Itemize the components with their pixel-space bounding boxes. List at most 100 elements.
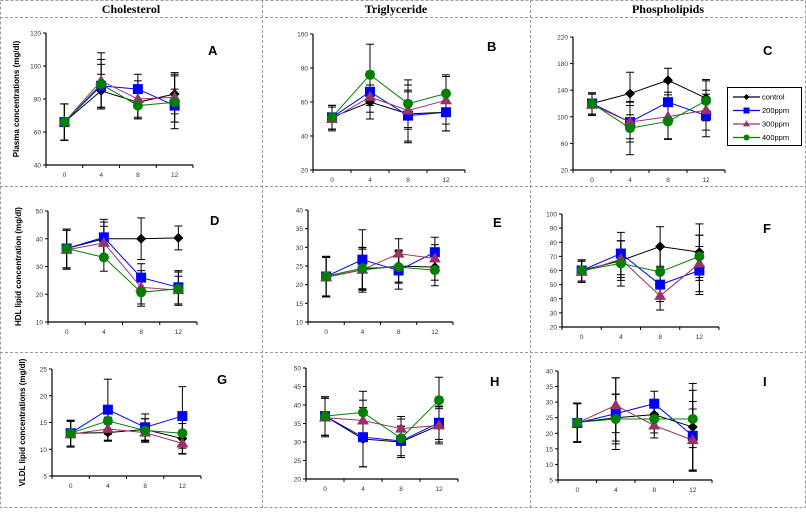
series-line-control xyxy=(577,414,693,428)
y-tick-label: 100 xyxy=(297,32,308,39)
panel-label: B xyxy=(487,39,496,54)
series-control-marker xyxy=(625,88,635,99)
series-line-400ppm xyxy=(66,247,179,293)
y-tick-label: 50 xyxy=(294,366,302,373)
series-200ppm-marker xyxy=(357,254,368,265)
series-300ppm-marker xyxy=(693,257,706,268)
x-tick-label: 12 xyxy=(435,486,443,493)
y-axis-label: VLDL lipid concentrations (mg/dl) xyxy=(18,358,27,486)
series-300ppm-marker xyxy=(395,422,407,433)
series-400ppm-marker xyxy=(358,407,368,418)
series-400ppm-marker xyxy=(576,265,587,276)
series-200ppm-marker xyxy=(663,97,673,108)
x-tick-label: 12 xyxy=(689,487,697,494)
x-tick-label: 4 xyxy=(619,334,623,341)
x-tick-label: 12 xyxy=(175,329,183,336)
x-tick-label: 12 xyxy=(179,483,187,490)
series-line-300ppm xyxy=(331,96,447,120)
y-tick-label: 50 xyxy=(550,282,558,289)
series-400ppm-marker xyxy=(169,97,180,108)
series-200ppm-marker xyxy=(701,110,711,121)
x-tick-label: 0 xyxy=(330,177,334,184)
x-tick-label: 0 xyxy=(323,486,327,493)
legend-label: 400ppm xyxy=(762,133,789,142)
series-400ppm-marker xyxy=(615,258,626,269)
y-tick-label: 30 xyxy=(550,310,558,317)
x-tick-label: 8 xyxy=(666,177,670,184)
y-tick-label: 80 xyxy=(550,240,558,247)
series-200ppm-marker xyxy=(429,247,440,258)
legend-item-400ppm: 400ppm xyxy=(733,133,789,142)
y-tick-label: 40 xyxy=(550,296,558,303)
y-tick-label: 25 xyxy=(40,367,48,374)
y-tick-label: 20 xyxy=(301,168,309,175)
y-tick-label: 120 xyxy=(30,31,41,38)
series-line-400ppm xyxy=(581,255,700,273)
series-400ppm-marker xyxy=(572,417,583,428)
series-300ppm-marker xyxy=(392,247,405,258)
series-300ppm-marker xyxy=(654,289,667,300)
panel-label: H xyxy=(490,374,499,389)
y-tick-label: 10 xyxy=(36,320,44,327)
series-line-400ppm xyxy=(64,83,175,123)
y-tick-label: 50 xyxy=(36,209,44,216)
series-400ppm-marker xyxy=(663,116,673,127)
y-tick-label: 90 xyxy=(550,226,558,233)
y-tick-label: 40 xyxy=(296,208,304,215)
y-tick-label: 20 xyxy=(546,431,554,438)
y-tick-label: 25 xyxy=(294,458,302,465)
y-tick-label: 15 xyxy=(296,301,304,308)
series-line-300ppm xyxy=(66,242,179,291)
x-tick-label: 8 xyxy=(399,486,403,493)
series-line-200ppm xyxy=(325,251,436,277)
y-tick-label: 30 xyxy=(296,245,304,252)
series-300ppm-marker xyxy=(700,104,712,115)
x-tick-label: 0 xyxy=(65,329,69,336)
chart-panel-F: 20 30 40 50 60 70 80 90 100 0 4 8 12 F xyxy=(546,212,771,342)
x-tick-label: 8 xyxy=(658,334,662,341)
series-300ppm-marker xyxy=(624,116,636,127)
y-tick-label: 35 xyxy=(294,421,302,428)
series-control-marker xyxy=(663,75,673,86)
y-tick-label: 80 xyxy=(34,97,42,104)
y-tick-label: 5 xyxy=(549,478,553,485)
series-line-200ppm xyxy=(324,415,440,442)
series-400ppm-marker xyxy=(694,251,705,262)
series-line-200ppm xyxy=(64,85,175,123)
panel-label: E xyxy=(493,215,502,230)
y-tick-label: 60 xyxy=(550,268,558,275)
series-400ppm-marker xyxy=(655,266,666,277)
series-300ppm-marker xyxy=(433,419,445,430)
y-tick-label: 15 xyxy=(546,446,554,453)
x-tick-label: 8 xyxy=(652,487,656,494)
series-line-200ppm xyxy=(581,252,700,286)
x-tick-label: 4 xyxy=(361,329,365,336)
y-tick-label: 10 xyxy=(40,447,48,454)
x-tick-label: 8 xyxy=(143,483,147,490)
series-200ppm-marker xyxy=(136,272,147,283)
series-line-control xyxy=(331,101,447,118)
y-tick-label: 40 xyxy=(34,163,42,170)
series-400ppm-marker xyxy=(649,413,660,424)
x-tick-label: 0 xyxy=(590,177,594,184)
y-tick-label: 35 xyxy=(296,226,304,233)
series-300ppm-marker xyxy=(176,437,189,448)
panel-label: F xyxy=(763,221,771,236)
y-tick-label: 60 xyxy=(34,130,42,137)
y-tick-label: 25 xyxy=(296,264,304,271)
series-400ppm-marker xyxy=(321,271,332,282)
series-line-300ppm xyxy=(591,104,707,123)
chart-panel-H: 20 25 30 35 40 45 50 0 4 8 12 H xyxy=(294,366,500,494)
column-title-phospholipids: Phospholipids xyxy=(631,2,705,16)
y-tick-label: 20 xyxy=(296,282,304,289)
x-tick-label: 4 xyxy=(628,177,632,184)
y-tick-label: 60 xyxy=(561,141,569,148)
chart-panel-C: 20 60 100 140 180 220 0 4 8 12 C xyxy=(557,35,773,185)
series-300ppm-marker xyxy=(97,236,110,247)
series-400ppm-marker xyxy=(320,411,330,422)
series-line-300ppm xyxy=(324,417,440,430)
x-tick-label: 0 xyxy=(575,487,579,494)
series-400ppm-marker xyxy=(96,79,107,90)
